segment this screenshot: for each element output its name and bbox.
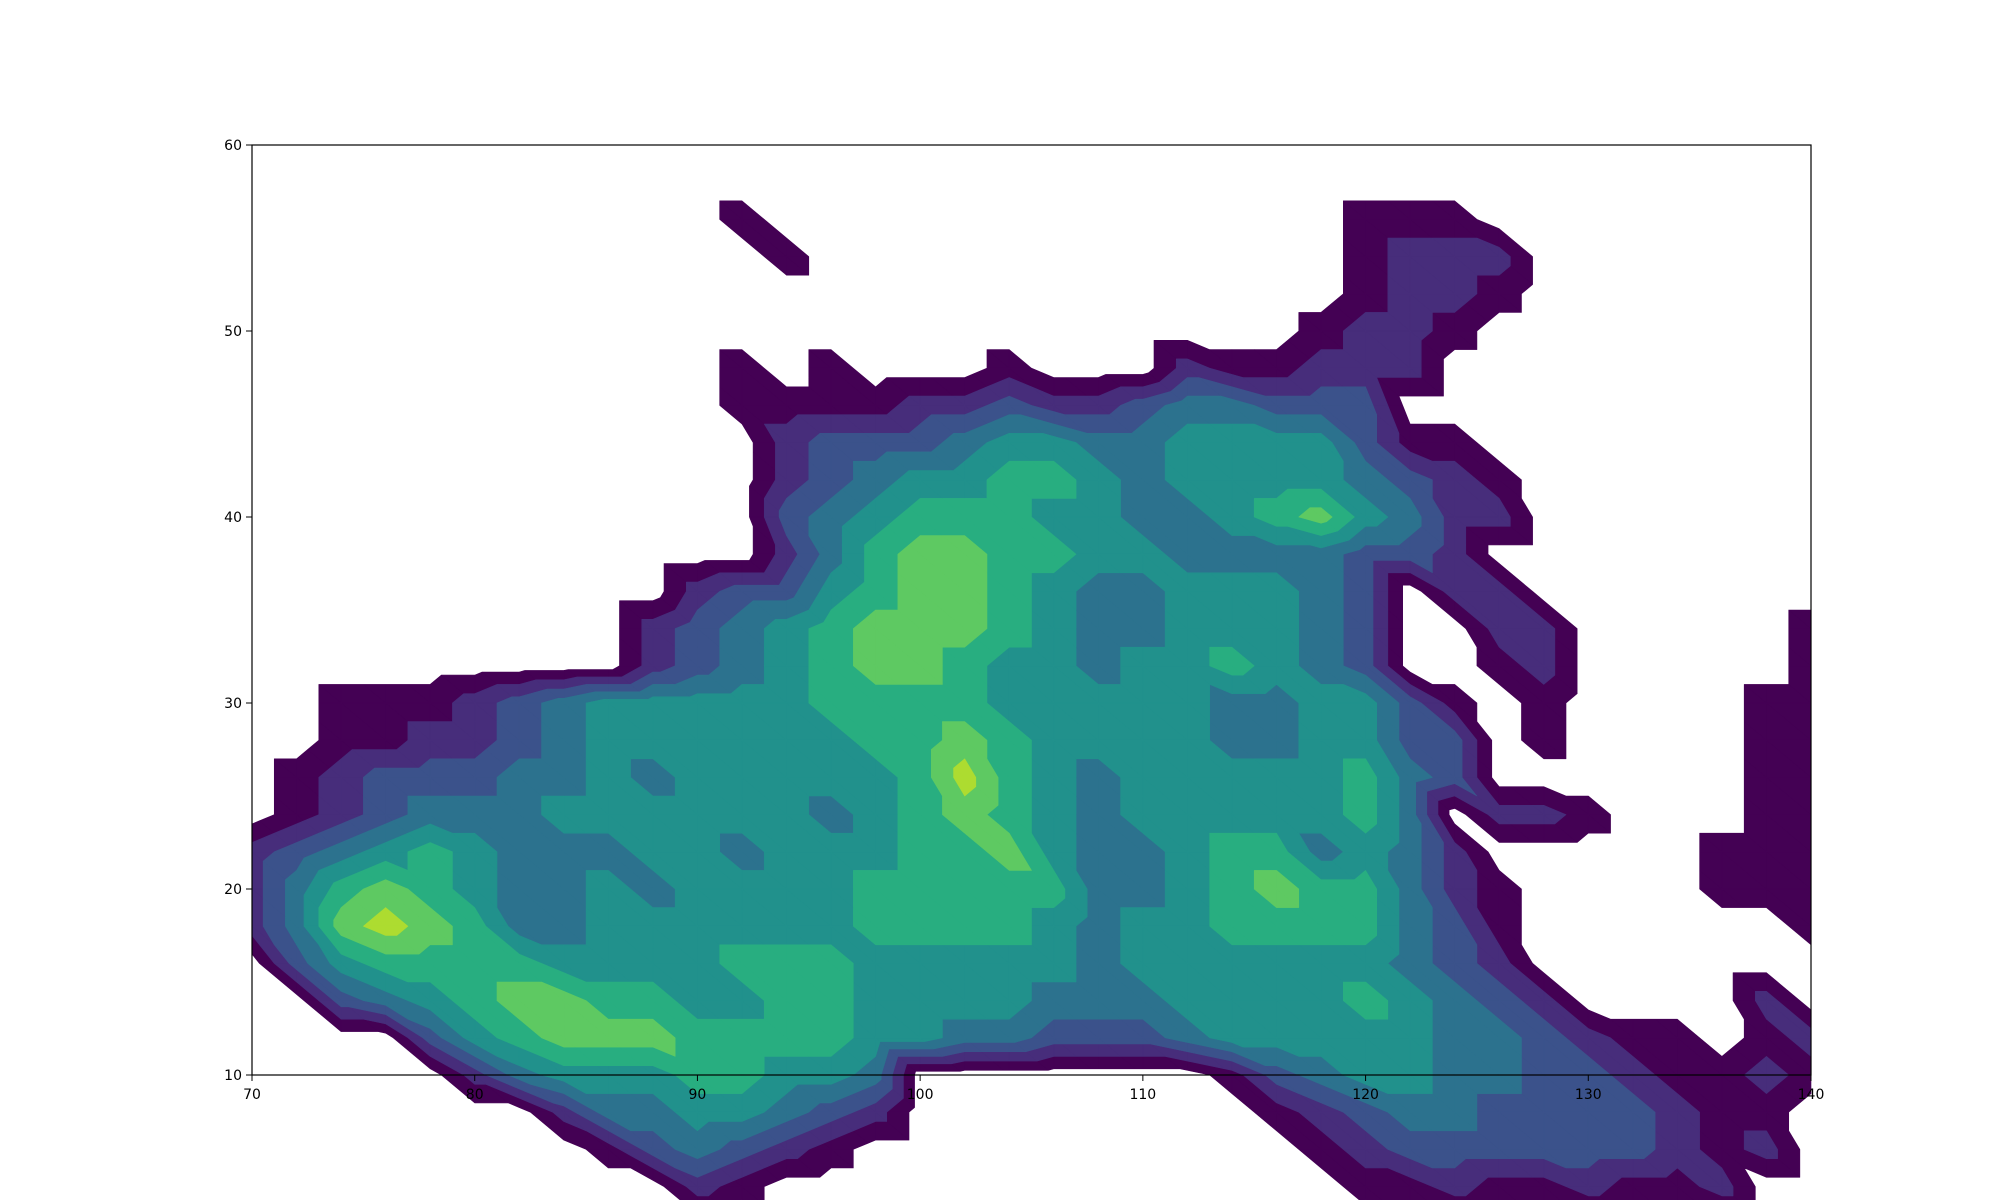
x-tick-label: 90 [689,1087,707,1103]
y-tick-label: 10 [224,1068,242,1084]
x-tick-label: 100 [907,1087,934,1103]
x-tick-label: 70 [243,1087,261,1103]
y-tick-label: 40 [224,510,242,526]
y-tick-label: 30 [224,696,242,712]
x-tick-label: 140 [1798,1087,1825,1103]
y-tick-label: 60 [224,138,242,154]
y-tick-label: 50 [224,324,242,340]
x-tick-label: 120 [1352,1087,1379,1103]
contour-fill-layer [251,200,1812,1204]
contour-band-8 [363,758,977,936]
x-tick-label: 130 [1575,1087,1602,1103]
y-tick-label: 20 [224,882,242,898]
plot-area-frame [251,144,1812,1076]
x-tick-label: 110 [1129,1087,1156,1103]
y-axis: 10 20 30 40 50 60 [224,138,252,1084]
x-axis: 70 80 90 100 110 120 130 140 [243,1075,1824,1103]
contour-band-7 [333,507,1333,1057]
x-tick-label: 80 [466,1087,484,1103]
